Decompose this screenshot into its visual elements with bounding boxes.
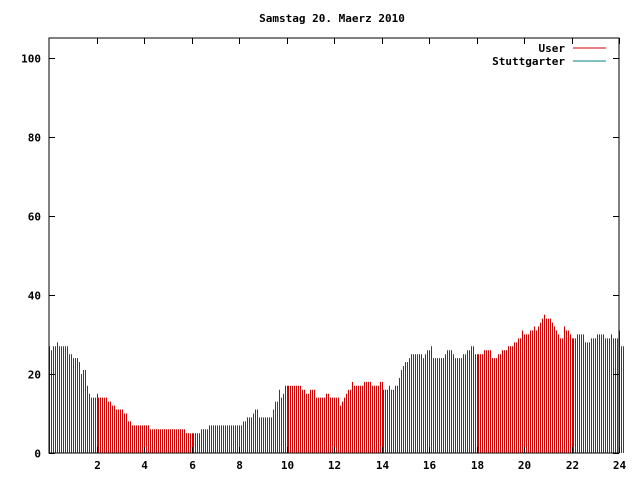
y-tick-label: 60 xyxy=(28,211,41,224)
chart-title: Samstag 20. Maerz 2010 xyxy=(259,12,405,25)
x-tick-label: 4 xyxy=(141,459,148,472)
x-tick-label: 20 xyxy=(518,459,531,472)
x-tick-label: 10 xyxy=(281,459,294,472)
plot-frame xyxy=(48,37,620,454)
x-tick-label: 6 xyxy=(189,459,196,472)
y-tick-label: 0 xyxy=(34,448,41,461)
x-tick-label: 16 xyxy=(423,459,437,472)
y-tick-label: 80 xyxy=(28,132,41,145)
legend: User Stuttgarter xyxy=(492,42,606,68)
y-axis-ticks: 0 20 40 60 80 100 xyxy=(21,53,619,461)
legend-label-stuttgarter: Stuttgarter xyxy=(492,55,565,68)
legend-label-user: User xyxy=(539,42,566,55)
x-tick-label: 2 xyxy=(94,459,101,472)
x-tick-label: 24 xyxy=(613,459,627,472)
y-tick-label: 40 xyxy=(28,290,41,303)
y-tick-label: 100 xyxy=(21,53,41,66)
x-tick-label: 22 xyxy=(566,459,579,472)
x-tick-label: 14 xyxy=(376,459,390,472)
x-tick-label: 8 xyxy=(236,459,243,472)
bars-group xyxy=(49,314,624,453)
x-tick-label: 18 xyxy=(471,459,484,472)
y-tick-label: 20 xyxy=(28,369,41,382)
x-tick-label: 12 xyxy=(328,459,341,472)
x-axis-ticks: 2 4 6 8 10 12 14 16 18 20 22 24 xyxy=(94,38,626,472)
